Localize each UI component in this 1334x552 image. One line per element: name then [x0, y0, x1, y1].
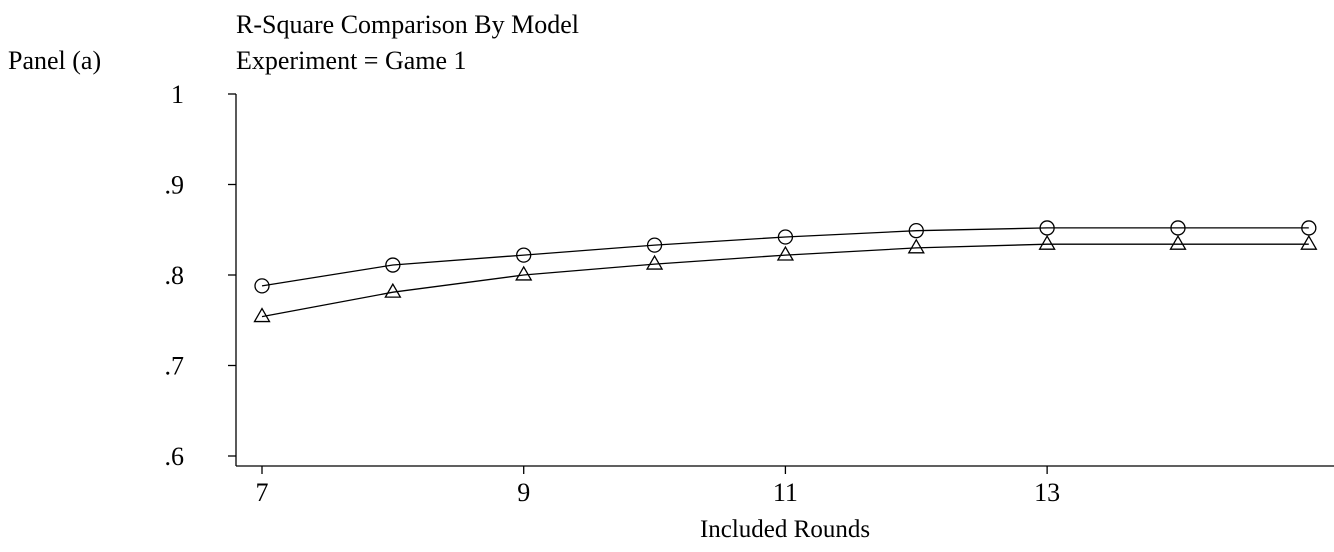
series-line-circle	[261, 227, 1309, 287]
x-axis-ticks: 7 9 11 13	[256, 466, 1060, 507]
triangle-marker	[515, 265, 533, 281]
triangle-marker	[776, 245, 795, 261]
chart-subtitle: Experiment = Game 1	[236, 46, 467, 75]
circle-marker	[385, 257, 401, 273]
y-tick-label: 1	[171, 80, 184, 109]
x-tick-label: 11	[773, 478, 798, 507]
y-tick-label: .8	[165, 261, 185, 290]
chart-title: R-Square Comparison By Model	[236, 10, 579, 39]
circle-marker	[908, 223, 924, 239]
x-axis-title: Included Rounds	[700, 516, 870, 543]
y-tick-label: .6	[165, 442, 185, 471]
triangle-marker	[384, 282, 402, 298]
y-tick-label: .7	[165, 352, 185, 381]
y-tick-label: .9	[165, 171, 185, 200]
x-tick-label: 9	[517, 478, 530, 507]
circle-marker	[777, 229, 794, 245]
triangle-marker	[1038, 234, 1056, 250]
triangle-marker	[907, 238, 925, 254]
circle-marker	[646, 237, 663, 253]
triangle-marker	[645, 254, 664, 270]
x-tick-label: 7	[256, 478, 269, 507]
circle-marker	[516, 247, 532, 263]
y-axis-ticks: .6 .7 .8 .9 1	[165, 80, 236, 471]
x-tick-label: 13	[1034, 478, 1060, 507]
panel-label: Panel (a)	[8, 46, 101, 75]
triangle-marker	[1169, 234, 1187, 250]
series-line-triangle	[261, 243, 1309, 318]
circle-marker	[254, 278, 270, 294]
triangle-marker	[253, 307, 271, 323]
triangle-marker	[1300, 234, 1318, 250]
data-series	[253, 220, 1318, 323]
